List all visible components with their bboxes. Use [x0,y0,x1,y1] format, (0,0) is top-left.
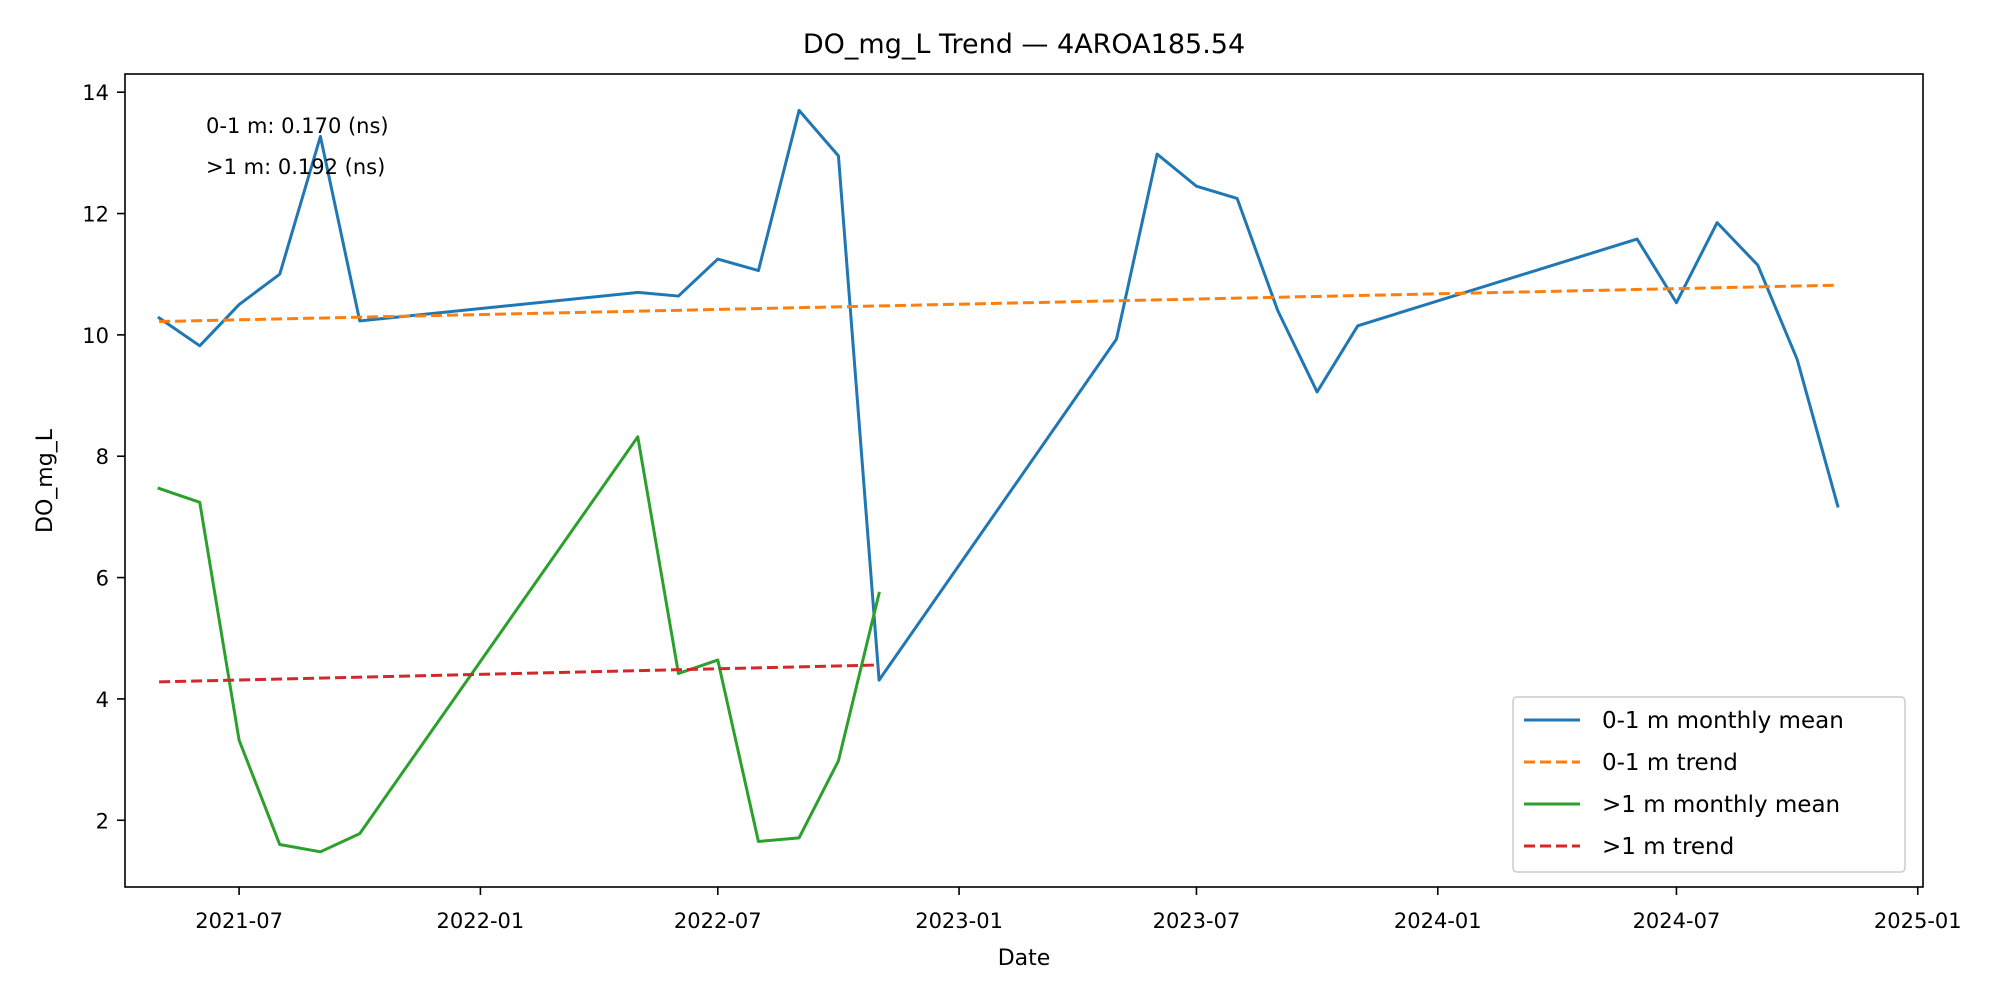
y-tick-label-3: 8 [96,445,109,469]
x-tick-label-1: 2022-01 [437,909,525,933]
annotation-deep-trend: >1 m: 0.192 (ns) [206,155,385,179]
chart-title: DO_mg_L Trend — 4AROA185.54 [803,29,1245,60]
y-tick-label-5: 12 [82,203,109,227]
x-tick-label-5: 2024-01 [1394,909,1482,933]
x-tick-label-6: 2024-07 [1633,909,1721,933]
legend-label-2: >1 m monthly mean [1602,792,1840,818]
series-line-1 [159,283,1838,324]
legend: 0-1 m monthly mean 0-1 m trend >1 m monthl… [1512,696,1906,873]
y-tick-label-0: 2 [96,809,109,833]
x-tick-label-4: 2023-07 [1153,909,1241,933]
y-tick-label-6: 14 [82,81,109,105]
legend-box [1512,696,1906,873]
x-axis-label: Date [998,946,1051,971]
series-line-0 [157,108,1840,682]
plot-area: 2021-07 2022-01 2022-07 2023-01 2023-07 2024-… [82,73,1962,933]
y-tick-label-2: 6 [96,567,109,591]
annotation-surface-trend: 0-1 m: 0.170 (ns) [206,114,389,138]
legend-label-3: >1 m trend [1602,834,1734,860]
y-tick-label-4: 10 [82,324,109,348]
y-tick-label-1: 4 [96,688,109,712]
series-line-2 [157,435,881,854]
y-axis-label: DO_mg_L [33,428,58,533]
annotations: 0-1 m: 0.170 (ns) >1 m: 0.192 (ns) [206,114,389,179]
legend-label-1: 0-1 m trend [1602,750,1738,776]
x-tick-label-7: 2025-01 [1874,909,1962,933]
legend-label-0: 0-1 m monthly mean [1602,708,1844,734]
x-tick-label-2: 2022-07 [674,909,762,933]
series-line-3 [159,663,880,684]
plot-frame [124,73,1924,888]
x-tick-label-0: 2021-07 [195,909,283,933]
x-tick-label-3: 2023-01 [915,909,1003,933]
